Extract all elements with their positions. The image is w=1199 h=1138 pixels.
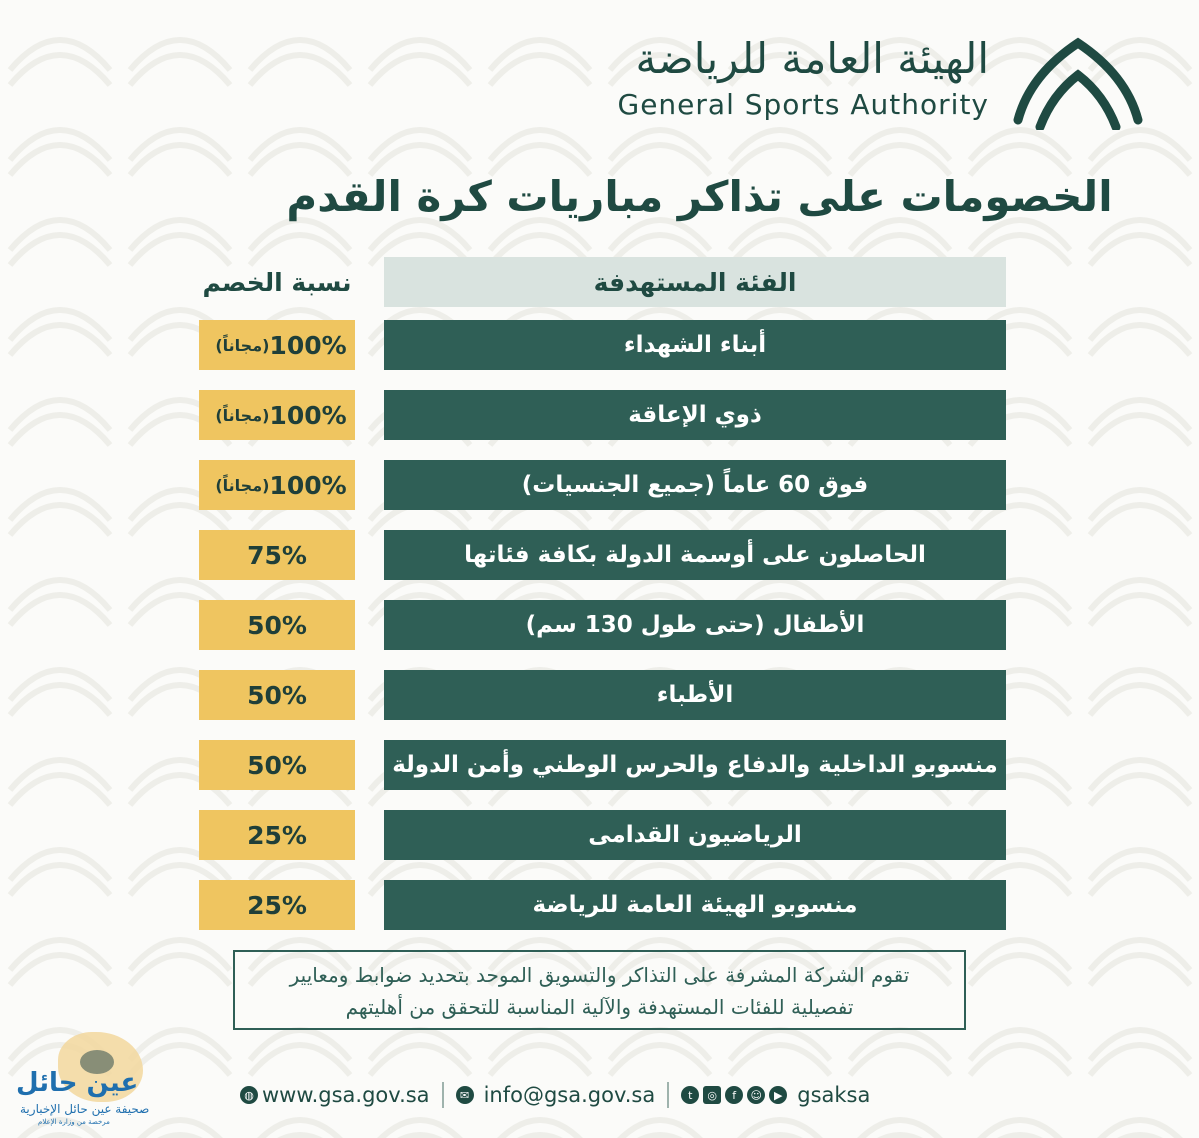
eye-icon xyxy=(80,1050,114,1074)
table-row: 50% الأطباء xyxy=(0,670,1199,720)
column-header-category: الفئة المستهدفة xyxy=(384,257,1006,307)
table-row: 50% الأطفال (حتى طول 130 سم) xyxy=(0,600,1199,650)
youtube-icon[interactable]: ▶ xyxy=(769,1086,788,1104)
divider xyxy=(667,1082,670,1108)
category-cell: منسوبو الداخلية والدفاع والحرس الوطني وأ… xyxy=(384,740,1006,790)
discount-cell: 25% xyxy=(199,810,355,860)
watermark-tiny-text: مرخصة من وزارة الإعلام xyxy=(38,1118,110,1126)
instagram-icon[interactable]: ◎ xyxy=(703,1086,722,1104)
discount-cell: 50% xyxy=(199,600,355,650)
discount-cell: 50% xyxy=(199,670,355,720)
category-cell: منسوبو الهيئة العامة للرياضة xyxy=(384,880,1006,930)
gsa-logo-icon xyxy=(1013,37,1143,130)
category-cell: الرياضيون القدامى xyxy=(384,810,1006,860)
table-row: 50% منسوبو الداخلية والدفاع والحرس الوطني… xyxy=(0,740,1199,790)
note-line-2: تفصيلية للفئات المستهدفة والآلية المناسب… xyxy=(345,995,854,1019)
logo-english-name: General Sports Authority xyxy=(617,88,989,121)
free-label: (مجاناً) xyxy=(215,475,270,495)
discount-cell: (مجاناً) 100% xyxy=(199,460,355,510)
free-label: (مجاناً) xyxy=(215,335,270,355)
info-note: تقوم الشركة المشرفة على التذاكر والتسويق… xyxy=(233,950,966,1030)
category-cell: ذوي الإعاقة xyxy=(384,390,1006,440)
logo-arabic-name: الهيئة العامة للرياضة xyxy=(635,34,989,83)
email-link[interactable]: info@gsa.gov.sa xyxy=(483,1083,656,1107)
watermark-subtitle: صحيفة عين حائل الإخبارية xyxy=(20,1102,150,1116)
table-row: 75% الحاصلون على أوسمة الدولة بكافة فئاته… xyxy=(0,530,1199,580)
twitter-icon[interactable]: t xyxy=(681,1086,700,1104)
note-line-1: تقوم الشركة المشرفة على التذاكر والتسويق… xyxy=(289,963,910,987)
category-cell: الأطباء xyxy=(384,670,1006,720)
discount-value: 100% xyxy=(269,470,347,500)
page-title: الخصومات على تذاكر مباريات كرة القدم xyxy=(286,172,1113,221)
table-row: (مجاناً) 100% أبناء الشهداء xyxy=(0,320,1199,370)
table-row: 25% الرياضيون القدامى xyxy=(0,810,1199,860)
table-row: (مجاناً) 100% ذوي الإعاقة xyxy=(0,390,1199,440)
mail-icon: ✉ xyxy=(455,1086,474,1104)
free-label: (مجاناً) xyxy=(215,405,270,425)
social-handle[interactable]: gsaksa xyxy=(797,1083,871,1107)
discount-cell: (مجاناً) 100% xyxy=(199,390,355,440)
facebook-icon[interactable]: f xyxy=(725,1086,744,1104)
discount-cell: 75% xyxy=(199,530,355,580)
discount-value: 100% xyxy=(269,400,347,430)
discount-cell: (مجاناً) 100% xyxy=(199,320,355,370)
footer: ◍ www.gsa.gov.sa ✉ info@gsa.gov.sa t ◎ f… xyxy=(240,1080,870,1110)
globe-icon: ◍ xyxy=(240,1086,258,1104)
discount-cell: 50% xyxy=(199,740,355,790)
snapchat-icon[interactable]: ☺ xyxy=(747,1086,766,1104)
table-row: 25% منسوبو الهيئة العامة للرياضة xyxy=(0,880,1199,930)
category-cell: أبناء الشهداء xyxy=(384,320,1006,370)
table-row: (مجاناً) 100% فوق 60 عاماً (جميع الجنسيات) xyxy=(0,460,1199,510)
discount-value: 100% xyxy=(269,330,347,360)
category-cell: الحاصلون على أوسمة الدولة بكافة فئاتها xyxy=(384,530,1006,580)
divider xyxy=(441,1082,444,1108)
watermark-logo: عين حائل صحيفة عين حائل الإخبارية مرخصة … xyxy=(8,1030,173,1130)
website-link[interactable]: www.gsa.gov.sa xyxy=(262,1083,430,1107)
watermark-name: عين حائل xyxy=(16,1068,139,1098)
category-cell: الأطفال (حتى طول 130 سم) xyxy=(384,600,1006,650)
category-cell: فوق 60 عاماً (جميع الجنسيات) xyxy=(384,460,1006,510)
discount-cell: 25% xyxy=(199,880,355,930)
column-header-discount: نسبة الخصم xyxy=(202,267,352,297)
